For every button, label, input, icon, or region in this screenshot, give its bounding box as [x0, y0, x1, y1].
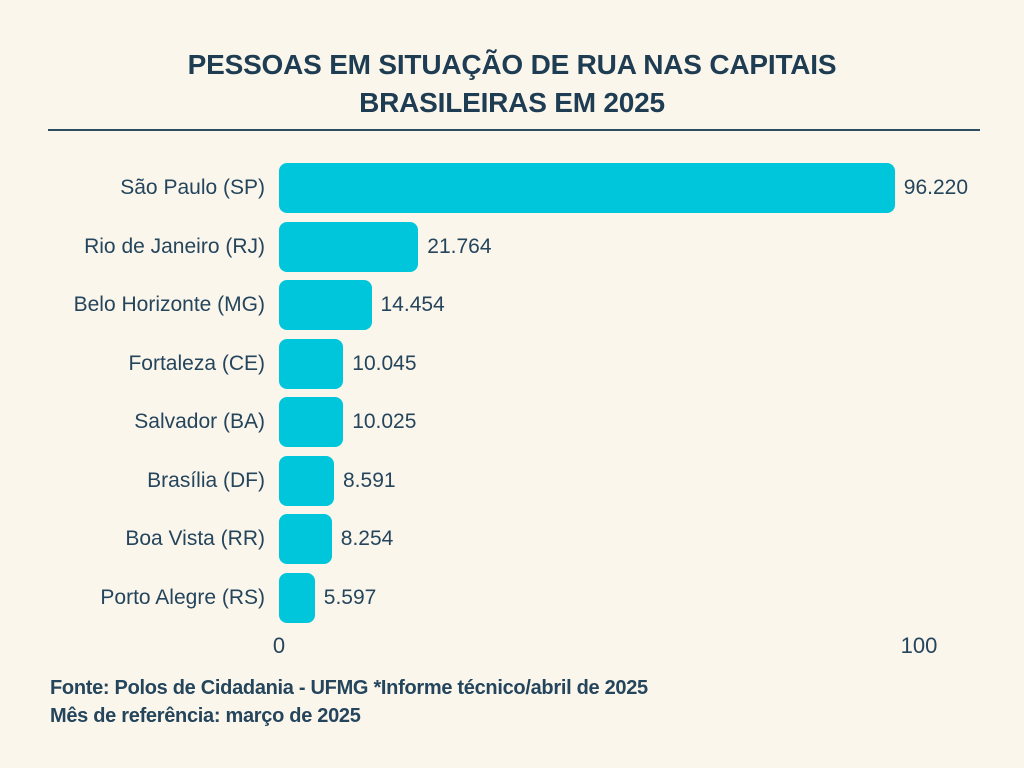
category-label: Rio de Janeiro (RJ)	[84, 234, 265, 258]
title-divider	[48, 129, 980, 131]
value-label: 14.454	[380, 293, 445, 316]
bar	[279, 163, 895, 213]
bar	[279, 338, 344, 389]
bar-wrap: 5.597	[279, 572, 377, 623]
bar-wrap: 14.454	[279, 280, 445, 330]
value-label: 8.254	[340, 527, 394, 550]
bar-wrap: 8.591	[279, 455, 396, 506]
bar	[279, 397, 344, 447]
chart-title: PESSOAS EM SITUAÇÃO DE RUA NAS CAPITAIS …	[187, 49, 837, 118]
source-note: Fonte: Polos de Cidadania - UFMG *Inform…	[50, 674, 648, 730]
x-axis-tick-max: 100	[900, 632, 938, 658]
value-label: 5.597	[323, 585, 377, 609]
bar-row: Boa Vista (RR) 8.254	[0, 514, 1024, 564]
bar	[279, 572, 315, 623]
category-label: Brasília (DF)	[147, 468, 265, 492]
bar-rows: São Paulo (SP) 96.220 Rio de Janeiro (RJ…	[0, 163, 1024, 623]
source-line: Fonte: Polos de Cidadania - UFMG *Inform…	[50, 677, 648, 699]
category-label: Salvador (BA)	[134, 410, 265, 433]
bar-wrap: 10.045	[279, 338, 417, 389]
bar-wrap: 21.764	[279, 221, 492, 272]
bar-row: Belo Horizonte (MG) 14.454	[0, 280, 1024, 330]
bar-row: Porto Alegre (RS) 5.597	[0, 572, 1024, 623]
category-label: Fortaleza (CE)	[128, 351, 265, 375]
bar	[279, 455, 334, 506]
bar-row: São Paulo (SP) 96.220	[0, 163, 1024, 213]
bar-row: Rio de Janeiro (RJ) 21.764	[0, 221, 1024, 272]
bar	[279, 280, 372, 330]
bar-chart: São Paulo (SP) 96.220 Rio de Janeiro (RJ…	[0, 163, 1024, 665]
bar-row: Salvador (BA) 10.025	[0, 397, 1024, 447]
x-axis-tick-min: 0	[272, 632, 286, 658]
x-axis: 0 100	[0, 633, 1024, 665]
value-label: 10.025	[352, 410, 417, 433]
bar	[279, 221, 419, 272]
value-label: 8.591	[343, 468, 396, 492]
category-label: Belo Horizonte (MG)	[73, 293, 265, 316]
category-label: São Paulo (SP)	[120, 176, 265, 199]
bar-row: Fortaleza (CE) 10.045	[0, 338, 1024, 389]
bar-row: Brasília (DF) 8.591	[0, 455, 1024, 506]
bar-wrap: 10.025	[279, 397, 416, 447]
value-label: 96.220	[903, 176, 969, 199]
reference-month-line: Mês de referência: março de 2025	[50, 705, 361, 727]
bar	[279, 514, 332, 564]
value-label: 21.764	[427, 234, 492, 258]
value-label: 10.045	[352, 351, 417, 375]
category-label: Boa Vista (RR)	[125, 527, 265, 550]
bar-wrap: 8.254	[279, 514, 393, 564]
category-label: Porto Alegre (RS)	[100, 585, 265, 609]
bar-wrap: 96.220	[279, 163, 968, 213]
